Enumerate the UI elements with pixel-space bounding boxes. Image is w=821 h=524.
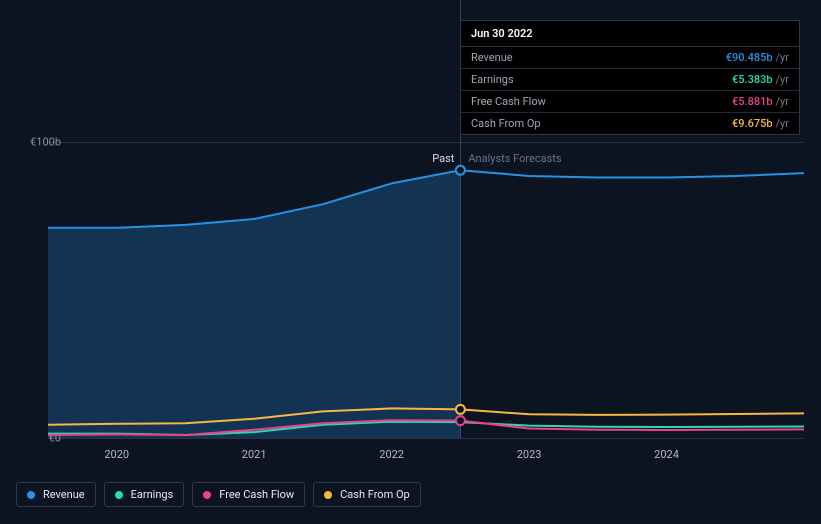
x-tick-label: 2022: [379, 448, 404, 461]
marker-cfo: [456, 405, 465, 414]
legend-label: Free Cash Flow: [219, 488, 294, 501]
legend-item-revenue[interactable]: Revenue: [16, 482, 96, 507]
tooltip-row-unit: /yr: [776, 95, 789, 108]
legend: Revenue Earnings Free Cash Flow Cash From O…: [16, 482, 421, 507]
tooltip-row-value: €5.383b: [732, 73, 773, 86]
tooltip-row-unit: /yr: [776, 51, 789, 64]
x-axis-labels: 2020 2021 2022 2023 2024: [48, 448, 804, 468]
legend-label: Cash From Op: [340, 488, 410, 501]
x-tick-label: 2023: [517, 448, 542, 461]
legend-dot-icon: [27, 491, 35, 499]
tooltip-row-unit: /yr: [776, 117, 789, 130]
financials-chart: €0€100b Past Analysts Forecasts 20202021…: [0, 0, 821, 524]
legend-dot-icon: [324, 491, 332, 499]
legend-dot-icon: [115, 491, 123, 499]
x-tick-label: 2020: [104, 448, 129, 461]
tooltip-row-value: €5.881b: [732, 95, 773, 108]
tooltip-row-unit: /yr: [776, 73, 789, 86]
tooltip-row-label: Earnings: [471, 73, 732, 86]
tooltip-row-label: Revenue: [471, 51, 726, 64]
x-tick-label: 2024: [654, 448, 679, 461]
tooltip: Jun 30 2022 Revenue€90.485b/yrEarnings€5…: [460, 20, 800, 135]
legend-label: Revenue: [43, 488, 85, 501]
legend-item-fcf[interactable]: Free Cash Flow: [192, 482, 305, 507]
chart-plot-area[interactable]: [48, 142, 804, 438]
tooltip-row: Earnings€5.383b/yr: [461, 69, 799, 91]
tooltip-row: Revenue€90.485b/yr: [461, 47, 799, 69]
tooltip-row-label: Cash From Op: [471, 117, 732, 130]
series-area-revenue: [48, 170, 460, 438]
legend-dot-icon: [203, 491, 211, 499]
tooltip-row-label: Free Cash Flow: [471, 95, 732, 108]
legend-label: Earnings: [131, 488, 174, 501]
tooltip-row: Free Cash Flow€5.881b/yr: [461, 91, 799, 113]
legend-item-earnings[interactable]: Earnings: [104, 482, 185, 507]
tooltip-row-value: €9.675b: [732, 117, 773, 130]
legend-item-cfo[interactable]: Cash From Op: [313, 482, 421, 507]
tooltip-row: Cash From Op€9.675b/yr: [461, 113, 799, 134]
marker-fcf: [456, 416, 465, 425]
tooltip-date: Jun 30 2022: [461, 21, 799, 47]
marker-revenue: [456, 166, 465, 175]
tooltip-row-value: €90.485b: [726, 51, 773, 64]
x-tick-label: 2021: [242, 448, 267, 461]
